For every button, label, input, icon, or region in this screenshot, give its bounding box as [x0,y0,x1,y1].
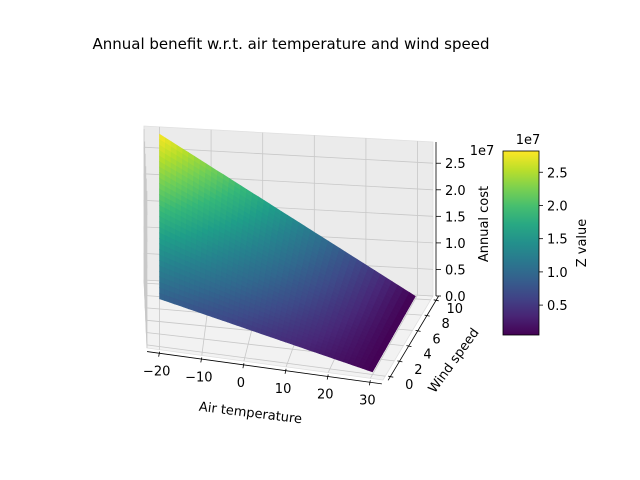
x-tick-label: 0 [237,376,245,391]
x-tick-label: 30 [359,393,376,408]
x-tick-label: 20 [317,388,334,403]
chart-title: Annual benefit w.r.t. air temperature an… [92,35,489,53]
y-tick-label: 2 [414,363,422,378]
colorbar-offset-label: 1e7 [516,133,541,148]
colorbar-bar [502,150,540,336]
x-tick [158,351,161,357]
surface-facet [367,367,375,373]
colorbar-tick-label: 2.0 [547,199,568,214]
x-tick-label: 10 [275,382,292,397]
z-tick-label: 0.5 [445,263,466,278]
surface [159,133,416,373]
x-tick [200,357,203,363]
x-tick-label: −10 [185,370,212,385]
y-tick [388,375,394,378]
y-tick-label: 4 [423,348,431,363]
y-tick [433,299,439,302]
x-axis-line [147,351,382,385]
y-tick [397,360,403,363]
x-tick [242,363,245,369]
z-tick-label: 2.5 [445,157,466,172]
grid-line-z [143,226,434,295]
colorbar-tick-label: 0.5 [547,299,568,314]
z-tick-label: 0.0 [445,290,466,305]
z-tick-label: 1.5 [445,210,466,225]
x-tick [284,368,287,374]
grid-line-z [143,199,434,269]
grid-line-z [143,173,434,242]
x-tick [368,380,371,386]
y-axis-line [387,295,439,381]
z-offset-label: 1e7 [470,144,495,159]
y-tick-label: 0 [405,378,413,393]
axes-3d: −20 −10 0 10 20 3002468100.00.51.01.52.02.51e… [143,125,495,428]
y-tick [424,314,430,317]
colorbar-title: Z value [575,219,590,268]
colorbar-tick-label: 1.0 [547,266,568,281]
y-tick [415,329,421,332]
y-tick-label: 10 [446,302,463,317]
z-axis-title: Annual cost [477,186,492,262]
z-tick-label: 2.0 [445,184,466,199]
y-tick-label: 8 [441,317,449,332]
y-tick-label: 6 [432,332,440,347]
y-tick [406,345,412,348]
x-axis-title: Air temperature [198,400,303,428]
x-tick-label: −20 [143,365,170,380]
grid-line-z [143,146,434,216]
z-tick-label: 1.0 [445,237,466,252]
colorbar-tick-label: 1.5 [547,233,568,248]
colorbar-tick-label: 2.5 [547,166,568,181]
colorbar: 0.5 1.0 1.5 2.0 2.5 1e7 Z value [502,133,590,336]
x-tick [326,374,329,380]
